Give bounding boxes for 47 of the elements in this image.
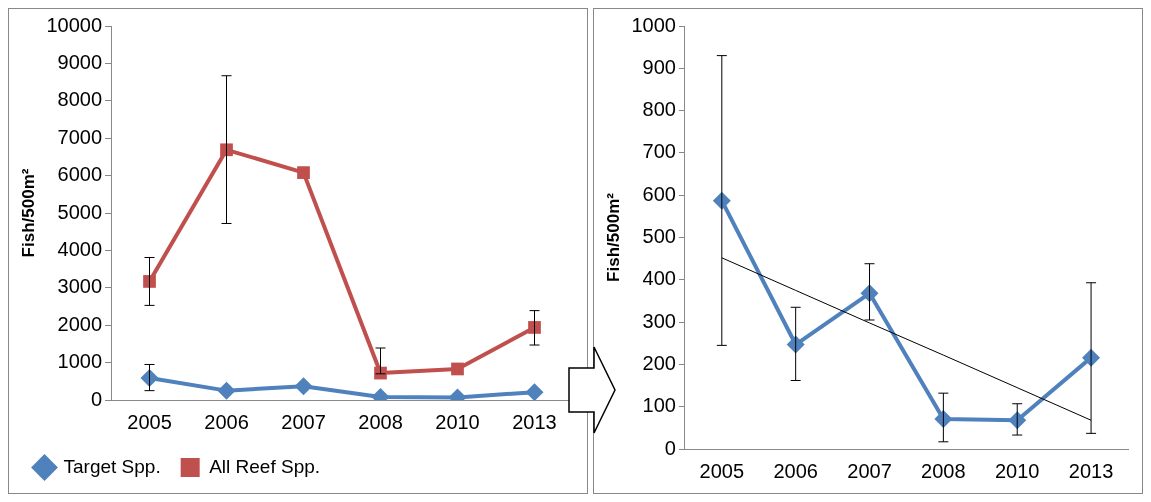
y-tick-label: 800: [642, 98, 676, 121]
legend-label: Target Spp.: [63, 455, 161, 477]
y-tick-label: 600: [642, 182, 676, 205]
x-tick-label: 2005: [127, 410, 172, 433]
y-tick-label: 3000: [57, 275, 103, 298]
y-tick-label: 5000: [57, 200, 103, 223]
y-tick-label: 0: [664, 436, 676, 459]
y-tick-label: 100: [642, 394, 676, 417]
y-tick-label: 9000: [57, 50, 103, 73]
point: [143, 275, 156, 288]
x-tick-label: 2013: [1068, 459, 1114, 482]
y-tick-label: 6000: [57, 163, 103, 186]
point: [220, 143, 233, 157]
y-tick-label: 7000: [57, 125, 103, 148]
y-axis-title: Fish/500m²: [18, 168, 38, 258]
point: [294, 377, 313, 396]
y-tick-label: 8000: [57, 88, 103, 111]
x-tick-label: 2005: [699, 459, 745, 482]
point: [451, 362, 464, 376]
y-axis-title: Fish/500m²: [603, 192, 623, 282]
point: [1008, 411, 1027, 430]
y-tick-label: 300: [642, 309, 676, 332]
x-tick-label: 2013: [512, 410, 557, 433]
x-tick-label: 2010: [994, 459, 1040, 482]
y-tick-label: 10000: [46, 13, 103, 36]
y-tick-label: 200: [642, 351, 676, 374]
x-tick-label: 2007: [847, 459, 892, 482]
y-tick-label: 1000: [57, 350, 103, 373]
x-tick-label: 2008: [358, 410, 403, 433]
x-tick-label: 2008: [921, 459, 966, 482]
point: [528, 321, 541, 334]
x-tick-label: 2006: [204, 410, 249, 433]
y-tick-label: 2000: [57, 312, 103, 335]
x-tick-label: 2007: [281, 410, 326, 433]
x-tick-label: 2010: [435, 410, 480, 433]
y-tick-label: 1000: [631, 13, 676, 36]
y-tick-label: 500: [642, 225, 676, 248]
point: [217, 381, 236, 400]
y-tick-label: 400: [642, 267, 676, 290]
point: [297, 166, 310, 179]
legend-label: All Reef Spp.: [209, 455, 321, 477]
y-tick-label: 4000: [57, 237, 103, 260]
x-tick-label: 2006: [773, 459, 818, 482]
y-tick-label: 0: [90, 387, 103, 410]
y-tick-label: 900: [642, 55, 676, 78]
y-tick-label: 700: [642, 140, 676, 163]
point: [525, 383, 544, 400]
